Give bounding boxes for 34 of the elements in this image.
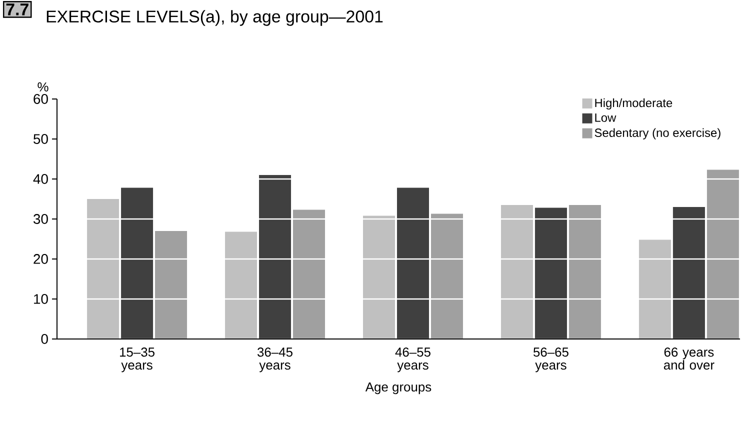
bar xyxy=(534,208,567,339)
bar xyxy=(672,207,705,339)
x-tick-label: 36–45 years xyxy=(258,348,292,372)
bar xyxy=(155,231,188,339)
bar xyxy=(225,232,258,339)
x-tick-label: 46–55 years xyxy=(395,348,430,372)
y-tick-label: 10 xyxy=(34,294,48,304)
bar xyxy=(259,175,292,339)
legend-label: Low xyxy=(595,114,616,122)
bar xyxy=(500,205,533,339)
bar xyxy=(121,188,154,339)
bar xyxy=(363,216,395,339)
y-tick-label: 0 xyxy=(41,334,48,344)
chart-title: EXERCISE LEVELS(a), by age group—2001 xyxy=(46,10,383,26)
x-tick-label: 15–35 years xyxy=(120,348,154,372)
x-tick-label: 56–65 years xyxy=(533,348,568,372)
y-tick-label: 30 xyxy=(33,214,48,224)
bar xyxy=(638,240,671,339)
y-tick-label: 40 xyxy=(33,174,48,184)
bar xyxy=(568,205,601,339)
legend-label: High/moderate xyxy=(595,98,672,110)
y-tick-label: 60 xyxy=(34,94,48,104)
x-tick-label: 66 years and over xyxy=(664,348,714,370)
bar xyxy=(293,210,326,339)
bar xyxy=(706,170,739,339)
bar xyxy=(396,188,429,339)
bar xyxy=(87,199,120,339)
text: 7.7 xyxy=(6,4,28,16)
legend-label: Sedentary (no exercise) xyxy=(594,128,720,140)
x-axis-title: Age groups xyxy=(365,382,432,394)
bar xyxy=(430,214,463,339)
y-axis-title: % xyxy=(38,82,48,92)
y-tick-label: 20 xyxy=(34,254,48,264)
y-tick-label: 50 xyxy=(34,134,48,144)
